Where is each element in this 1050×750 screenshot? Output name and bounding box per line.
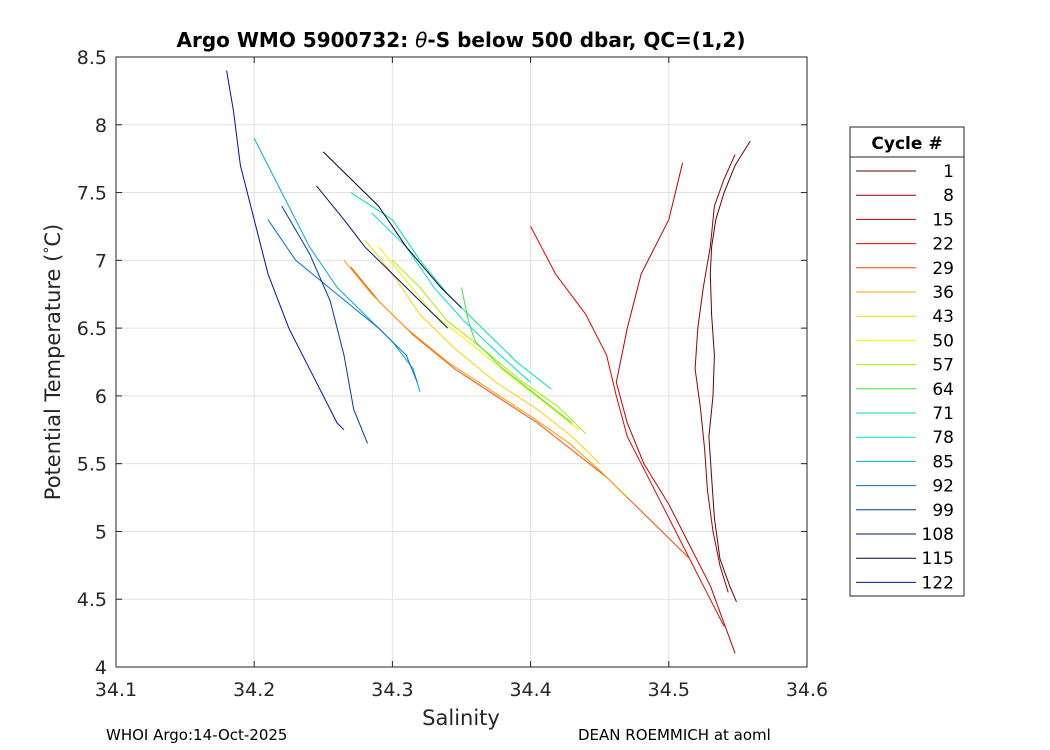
x-tick-label: 34.4	[509, 679, 551, 701]
legend-label-cycle-122: 122	[922, 573, 954, 593]
series-line-cycle-36	[343, 259, 628, 498]
legend-label-cycle-92: 92	[932, 477, 954, 497]
legend-label-cycle-22: 22	[932, 235, 954, 255]
legend-label-cycle-99: 99	[932, 501, 954, 521]
series-layer	[226, 70, 751, 654]
y-tick-label: 5.5	[77, 454, 107, 476]
chart-title-prefix: Argo WMO 5900732:	[177, 28, 416, 52]
legend-items: 1 8 15 22 29 36 43 50 57 64 71 78 85 92 99 108 115 122	[856, 162, 954, 593]
y-tick-label: 8.5	[77, 47, 107, 69]
axis-ticks: 34.1 34.2 34.3 34.4 34.5 34.6 4 4.5 5 5.5 6 6.5 7 7.5…	[77, 47, 828, 701]
chart-title-suffix: -S below 500 dbar, QC=(1,2)	[427, 28, 745, 52]
legend-label-cycle-43: 43	[932, 307, 954, 327]
y-tick-label: 8	[95, 115, 107, 137]
legend-label-cycle-64: 64	[932, 380, 954, 400]
y-tick-label: 6.5	[77, 318, 107, 340]
x-tick-label: 34.6	[786, 679, 828, 701]
x-tick-label: 34.5	[648, 679, 690, 701]
legend-label-cycle-115: 115	[922, 549, 954, 569]
x-tick-label: 34.2	[233, 679, 275, 701]
x-axis-label: Salinity	[422, 706, 500, 730]
series-line-cycle-108	[316, 185, 449, 329]
legend-label-cycle-57: 57	[932, 356, 954, 376]
chart-title-theta: θ	[415, 28, 427, 52]
series-line-cycle-122	[226, 70, 345, 431]
y-tick-label: 7	[95, 250, 107, 272]
y-tick-label: 6	[95, 386, 107, 408]
x-tick-label: 34.3	[371, 679, 413, 701]
legend-label-cycle-36: 36	[932, 283, 954, 303]
legend-label-cycle-50: 50	[932, 331, 954, 351]
plot-area	[116, 57, 807, 667]
series-line-cycle-1	[708, 140, 751, 603]
y-tick-label: 4.5	[77, 589, 107, 611]
legend: Cycle # 18152229364350576471788592991081…	[849, 126, 965, 597]
y-axis-label-degree: °	[42, 247, 58, 254]
grid-lines	[116, 57, 807, 667]
legend-box	[849, 126, 965, 597]
y-tick-label: 5	[95, 521, 107, 543]
chart-title: Argo WMO 5900732: θ-S below 500 dbar, QC…	[177, 28, 746, 52]
footer-right-credit: DEAN ROEMMICH at aoml	[578, 726, 771, 744]
series-line-cycle-78	[371, 212, 531, 383]
series-line-cycle-8	[694, 154, 736, 593]
y-tick-label: 4	[95, 657, 107, 679]
legend-label-cycle-78: 78	[932, 428, 954, 448]
y-axis-label-main: Potential Temperature (	[41, 254, 65, 501]
legend-label-cycle-29: 29	[932, 259, 954, 279]
y-axis-label: Potential Temperature (°C)	[41, 224, 65, 500]
legend-label-cycle-108: 108	[922, 525, 954, 545]
legend-label-cycle-1: 1	[943, 162, 954, 182]
series-line-cycle-15	[615, 162, 736, 654]
legend-label-cycle-15: 15	[932, 210, 954, 230]
legend-title: Cycle #	[871, 134, 942, 154]
legend-label-cycle-8: 8	[943, 186, 954, 206]
plot-frame	[115, 56, 808, 668]
footer-left-credit: WHOI Argo:14-Oct-2025	[106, 726, 288, 744]
x-tick-label: 34.1	[95, 679, 137, 701]
legend-label-cycle-85: 85	[932, 452, 954, 472]
legend-label-cycle-71: 71	[932, 404, 954, 424]
series-line-cycle-64	[461, 287, 573, 424]
y-axis-label-unit: C)	[41, 224, 65, 247]
series-line-cycle-115	[322, 151, 462, 309]
series-line-cycle-43	[364, 239, 601, 465]
y-tick-label: 7.5	[77, 183, 107, 205]
series-line-cycle-92	[267, 219, 418, 383]
series-line-cycle-99	[281, 205, 368, 444]
series-line-cycle-50	[378, 246, 580, 431]
